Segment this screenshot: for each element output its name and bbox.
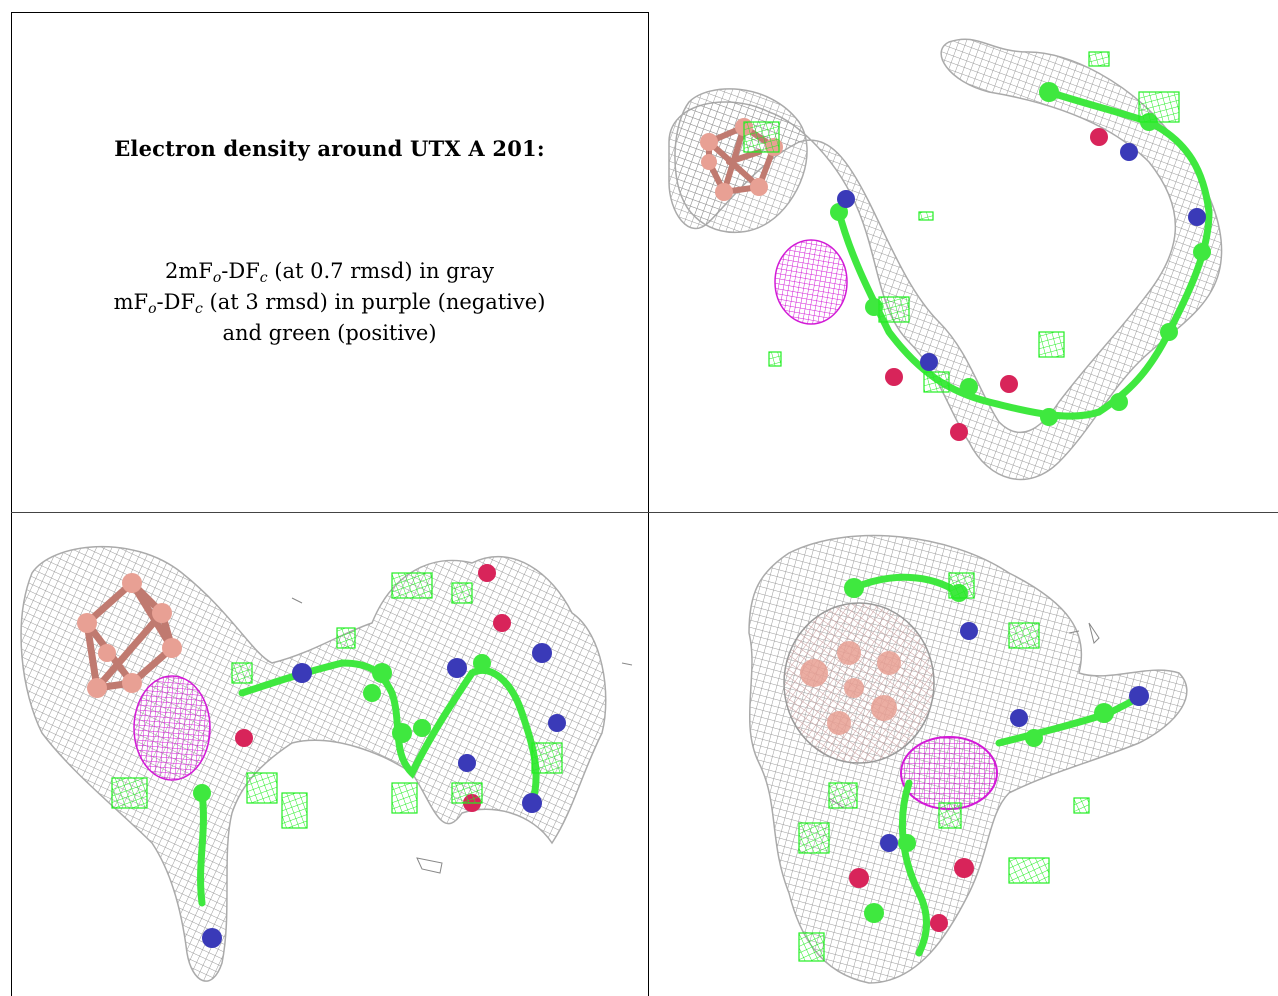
view-bottom-right — [649, 513, 1278, 996]
view-top-right — [649, 12, 1278, 512]
nitrogen-atoms — [880, 622, 1149, 852]
nitrogen-atoms — [837, 143, 1206, 371]
backbone-chain — [835, 88, 1213, 420]
caption-line-3: and green (positive) — [222, 321, 437, 345]
border-top — [11, 12, 648, 13]
negative-density-blob — [133, 675, 211, 781]
caption-description: 2mFo-DFc (at 0.7 rmsd) in gray mFo-DFc (… — [11, 256, 648, 349]
border-left — [11, 12, 12, 996]
density-image-bottom-right — [748, 534, 1188, 984]
backbone-chain — [197, 659, 540, 907]
view-bottom-left — [12, 513, 648, 996]
metal-cluster-atoms — [800, 641, 901, 735]
metal-cluster-atoms — [77, 573, 182, 698]
density-image-top-right — [668, 38, 1223, 481]
caption-title: Electron density around UTX A 201: — [114, 136, 545, 161]
stray-mesh-fragments — [291, 597, 633, 874]
stray-mesh-fragments — [828, 622, 1100, 809]
caption-line-1: 2mFo-DFc (at 0.7 rmsd) in gray — [164, 259, 495, 286]
positive-density-blobs — [111, 572, 563, 829]
positive-density-blobs — [743, 51, 1180, 393]
caption-line-2: mFo-DFc (at 3 rmsd) in purple (negative) — [113, 290, 546, 317]
oxygen-atoms — [849, 858, 974, 932]
border-middle — [648, 12, 649, 996]
oxygen-atoms — [885, 128, 1108, 441]
positive-density-blobs — [798, 572, 1090, 962]
density-image-bottom-left — [20, 546, 633, 982]
carbon-atoms — [193, 654, 491, 802]
border-row-divider — [11, 512, 1278, 513]
negative-density-blob — [900, 736, 998, 810]
negative-density-blob — [774, 239, 848, 325]
density-mesh — [20, 546, 607, 982]
nitrogen-atoms — [202, 643, 566, 948]
carbon-atoms — [844, 578, 1114, 923]
caption-panel: Electron density around UTX A 201: 2mFo-… — [11, 12, 648, 512]
